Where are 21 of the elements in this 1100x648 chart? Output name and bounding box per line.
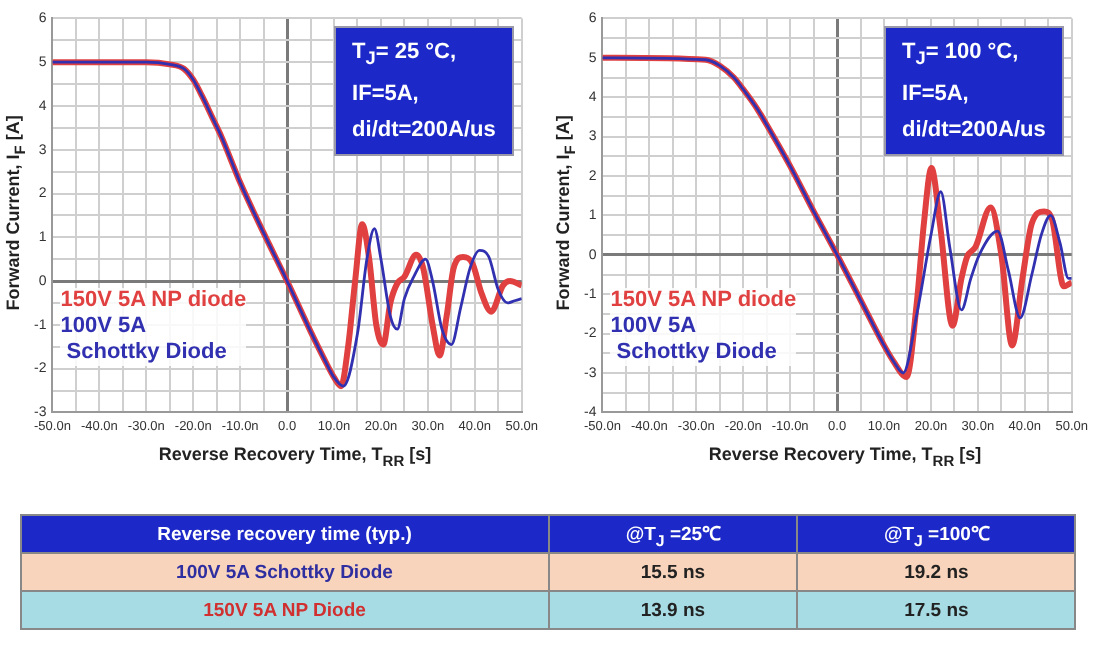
annotation: IF=5A, <box>352 82 419 107</box>
annotation: di/dt=200A/us <box>902 118 1046 143</box>
text: 100V 5A Schottky Diode <box>60 314 229 367</box>
text: 100V 5A Schottky Diode <box>610 314 779 367</box>
series-label: 100V 5A Schottky Diode <box>21 553 548 591</box>
series-label: 150V 5A NP diode <box>60 288 247 315</box>
data-label: 15.5 ns <box>548 553 798 591</box>
x-axis-title: Reverse Recovery Time, T$_{RR}$ [s] <box>706 444 984 470</box>
annotation: T$_{J}$= 25 °C, <box>352 40 457 69</box>
data-label: 13.9 ns <box>548 591 798 629</box>
text: Reverse recovery time (typ.) <box>21 515 548 553</box>
annotation: IF=5A, <box>902 82 969 107</box>
category-label: @T$_{J}$ =100℃ <box>797 515 1075 553</box>
annotation: di/dt=200A/us <box>352 118 496 143</box>
category-label: @T$_{J}$ =25℃ <box>548 515 798 553</box>
series-label: 150V 5A NP Diode <box>21 591 548 629</box>
x-axis-title: Reverse Recovery Time, T$_{RR}$ [s] <box>156 444 434 470</box>
text: 150V 5A NP diode <box>610 288 797 315</box>
data-label: 17.5 ns <box>797 591 1075 629</box>
data-label: 19.2 ns <box>797 553 1075 591</box>
annotation: T$_{J}$= 100 °C, <box>902 40 1019 69</box>
